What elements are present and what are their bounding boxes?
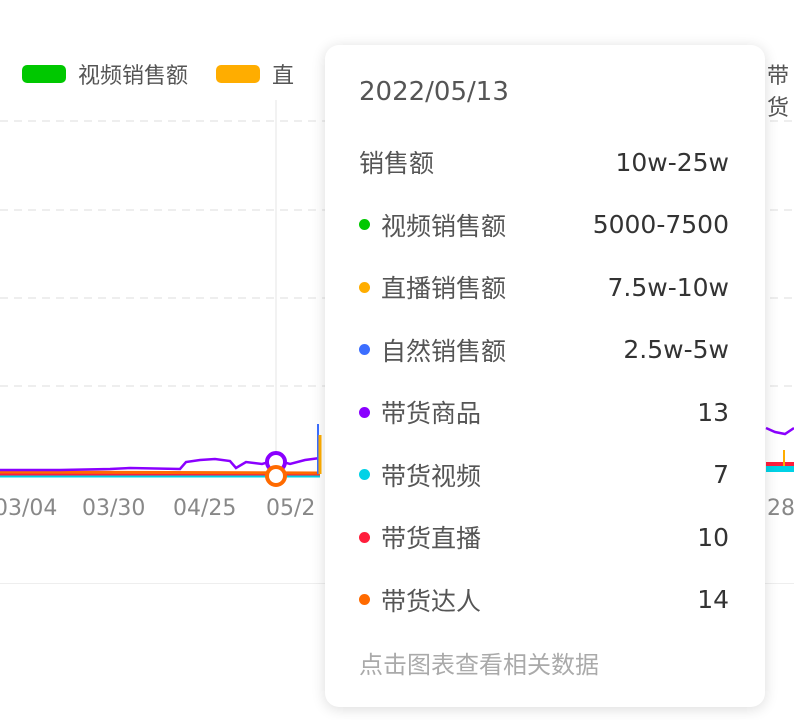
tooltip-row-value: 10 bbox=[697, 522, 729, 552]
legend-swatch bbox=[22, 65, 66, 83]
x-tick-label: 03/30 bbox=[82, 496, 146, 521]
tooltip-row-label-wrap: 带货商品 bbox=[359, 394, 481, 430]
tooltip-row-label: 带货商品 bbox=[381, 399, 482, 429]
tooltip-row-label: 带货直播 bbox=[381, 524, 482, 554]
series-dot-icon bbox=[359, 344, 370, 356]
tooltip-row: 销售额 10w-25w bbox=[359, 131, 729, 194]
series-line-products-right bbox=[765, 426, 794, 436]
series-dot-icon bbox=[359, 531, 370, 543]
tooltip-row-value: 7.5w-10w bbox=[607, 272, 729, 302]
series-dot-icon bbox=[359, 469, 370, 481]
legend-item-video-sales[interactable]: 视频销售额 bbox=[22, 58, 188, 90]
legend-label: 直 bbox=[272, 64, 295, 89]
series-dot-icon bbox=[359, 281, 370, 293]
tooltip-row: 带货商品 13 bbox=[359, 381, 729, 444]
series-dot-icon bbox=[359, 406, 370, 418]
legend-item-live-sales[interactable]: 直 bbox=[216, 58, 294, 90]
line-chart[interactable] bbox=[0, 0, 794, 600]
tooltip-row: 视频销售额 5000-7500 bbox=[359, 194, 729, 257]
x-tick-label: 28 bbox=[767, 496, 794, 521]
tooltip-row: 带货视频 7 bbox=[359, 444, 729, 507]
series-band-right bbox=[766, 466, 794, 472]
tooltip-row-label: 直播销售额 bbox=[381, 274, 507, 304]
tooltip-row-value: 5000-7500 bbox=[592, 210, 729, 240]
tooltip-date: 2022/05/13 bbox=[359, 77, 509, 107]
tooltip-row: 直播销售额 7.5w-10w bbox=[359, 256, 729, 319]
tooltip-row: 自然销售额 2.5w-5w bbox=[359, 319, 729, 382]
legend-item-partial[interactable]: 带货 bbox=[767, 64, 790, 121]
tooltip-row-label: 带货视频 bbox=[381, 461, 482, 491]
x-tick-label: 04/25 bbox=[173, 496, 237, 521]
tooltip-row-label: 视频销售额 bbox=[381, 211, 507, 241]
tooltip-row-label: 自然销售额 bbox=[381, 336, 507, 366]
tooltip-row-label-wrap: 销售额 bbox=[359, 144, 434, 180]
hover-marker-influencer bbox=[265, 465, 287, 487]
tooltip-row-label: 带货达人 bbox=[381, 586, 482, 616]
tooltip-row-label-wrap: 视频销售额 bbox=[359, 207, 506, 243]
chart-legend: 视频销售额 直 bbox=[22, 58, 322, 90]
tooltip-row-value: 14 bbox=[697, 585, 729, 615]
series-dot-icon bbox=[359, 594, 370, 606]
legend-swatch bbox=[216, 65, 261, 83]
tooltip-row-label-wrap: 带货视频 bbox=[359, 457, 481, 493]
tooltip-row-value: 13 bbox=[697, 397, 729, 427]
tooltip-row-value: 10w-25w bbox=[615, 147, 729, 177]
x-tick-label: 03/04 bbox=[0, 496, 58, 521]
tooltip-row-value: 2.5w-5w bbox=[623, 335, 729, 365]
tooltip-row-label: 销售额 bbox=[359, 149, 435, 179]
tooltip-row-label-wrap: 直播销售额 bbox=[359, 269, 506, 305]
legend-label: 视频销售额 bbox=[78, 64, 189, 89]
x-tick-label: 05/2 bbox=[266, 496, 316, 521]
tooltip-row-label-wrap: 自然销售额 bbox=[359, 332, 506, 368]
tooltip-row-value: 7 bbox=[713, 460, 729, 490]
tooltip-row-label-wrap: 带货直播 bbox=[359, 519, 481, 555]
tooltip-row-label-wrap: 带货达人 bbox=[359, 582, 481, 618]
tooltip-row: 带货直播 10 bbox=[359, 506, 729, 569]
tooltip-row: 带货达人 14 bbox=[359, 569, 729, 632]
tooltip-hint[interactable]: 点击图表查看相关数据 bbox=[359, 651, 599, 679]
chart-tooltip: 2022/05/13 销售额 10w-25w 视频销售额 5000-7500 直播销售额… bbox=[325, 45, 765, 707]
series-dot-icon bbox=[359, 219, 370, 231]
